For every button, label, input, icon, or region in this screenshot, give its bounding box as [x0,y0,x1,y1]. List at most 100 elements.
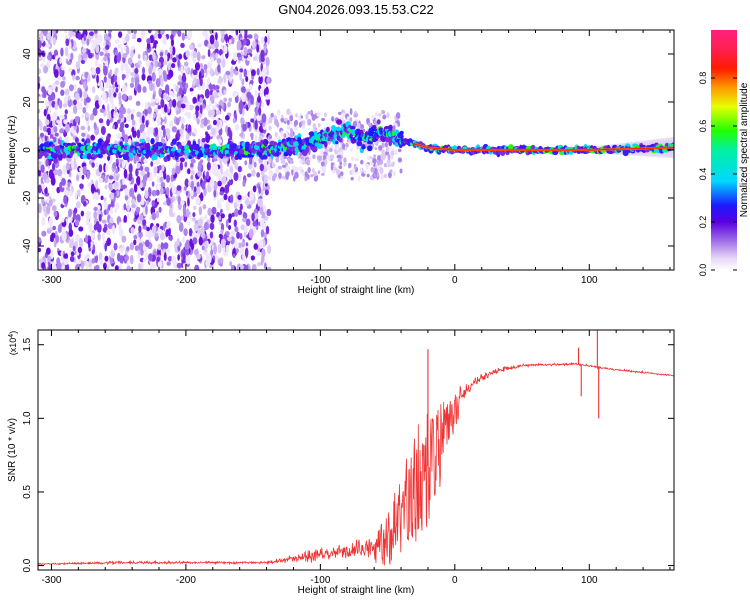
spectrogram-transition-blob [276,109,281,116]
spectrogram-noise-blob [88,259,92,268]
spectrogram-noise-blob [136,175,141,186]
spectrogram-noise-blob [106,52,110,58]
spectrogram-transition-blob [385,146,390,153]
spectrogram-noise-blob [149,64,153,72]
snr-xtick-label: 100 [581,575,598,586]
spectrogram-noise-blob [53,69,59,78]
spectrogram-transition-blob [366,173,370,178]
spectrogram-noise-blob [261,248,266,258]
spectrogram-band-blob [204,144,211,149]
spectrogram-noise-blob [152,112,156,119]
spectrogram-noise-blob [266,97,270,106]
spectrogram-noise-blob [228,39,232,45]
spectrogram-noise-blob [193,205,197,210]
spectrogram-noise-blob [229,261,233,267]
spectrogram-noise-blob [87,239,91,250]
spectrogram-transition-blob [291,168,294,176]
spectrogram-noise-blob [182,252,186,262]
spectrogram-noise-blob [57,224,62,234]
snr-ytick-label: 1.5 [22,337,33,351]
spectrogram-transition-blob [378,145,383,151]
spectrogram-noise-blob [110,200,115,208]
spectrogram-transition-blob [320,172,325,176]
spectrogram-noise-blob [98,98,102,107]
spectrogram-noise-blob [80,260,85,270]
spectrogram-noise-blob [163,242,169,250]
spectrogram-noise-blob [260,188,264,196]
spectrogram-noise-blob [85,97,91,103]
spectrogram-band-blob [171,138,177,145]
spectrogram-noise-blob [244,30,248,36]
spectrogram-noise-blob [249,200,254,206]
spectrogram-noise-blob [158,68,163,76]
spectrogram-band-blob [244,141,251,148]
spectrogram-noise-blob [223,73,227,84]
spectrogram-noise-blob [217,92,222,98]
spectrogram-noise-blob [194,264,200,270]
spectrogram-transition-blob [376,159,380,166]
spectrogram-noise-blob [178,87,183,96]
spectrogram-noise-blob [68,208,73,218]
spectrogram-transition-blob [395,112,401,119]
spectrogram-noise-blob [169,45,173,55]
spectrogram-noise-blob [233,202,238,209]
spectrogram-noise-blob [133,30,138,35]
spectrogram-noise-blob [69,256,75,262]
spectrogram-noise-blob [91,66,96,76]
spectrogram-noise-blob [247,101,251,109]
spectrogram-noise-blob [195,105,200,112]
spectrogram-noise-blob [185,190,189,196]
spectrogram-noise-blob [154,166,158,172]
spectrogram-noise-blob [123,168,128,179]
spectrogram-noise-blob [247,34,253,39]
spectrogram-noise-blob [206,253,212,264]
spectrogram-noise-blob [192,237,198,245]
spectrogram-transition-blob [291,165,297,171]
spectrogram-noise-blob [71,69,76,78]
spectrogram-noise-blob [239,203,243,211]
spectrogram-noise-blob [218,215,222,221]
spectrogram-transition-blob [276,121,280,128]
spectrogram-noise-blob [225,70,231,76]
spectrogram-noise-blob [117,44,123,49]
spectrogram-noise-blob [175,54,179,60]
spectrogram-noise-blob [149,261,154,270]
spectrogram-noise-blob [87,73,91,83]
spectrogram-band-blob [106,155,111,161]
spectrogram-noise-blob [46,54,51,61]
spectrogram-noise-blob [41,230,47,237]
spectrogram-transition-blob [397,157,403,163]
spectrogram-band-blob [243,150,249,156]
spectrogram-noise-blob [209,34,215,45]
spectrogram-noise-blob [227,236,232,242]
spectrogram-noise-blob [263,174,268,184]
spectrogram-noise-blob [61,177,66,186]
spectrogram-noise-blob [79,167,83,172]
spectrogram-transition-blob [318,155,322,161]
spectrogram-noise-blob [160,77,164,87]
spectrogram-noise-blob [60,89,65,96]
spectrogram-noise-blob [178,222,184,233]
spectrogram-noise-blob [42,125,48,132]
spectrogram-noise-blob [250,132,254,138]
spectrogram-noise-blob [236,39,242,50]
spectrogram-noise-blob [227,126,231,135]
spectrogram-noise-blob [130,71,135,77]
spectrogram-noise-blob [123,215,127,223]
spectrogram-transition-blob [310,109,314,117]
spectrogram-transition-blob [381,148,385,155]
spectrogram-band-blob [193,143,200,148]
spectrogram-noise-blob [155,159,161,165]
spectrogram-noise-blob [143,158,148,164]
spectrogram-transition-blob [380,174,384,181]
spectrogram-transition-blob [286,108,291,115]
spectrogram-noise-blob [240,86,246,94]
spectrogram-noise-blob [124,64,129,72]
spectrogram-noise-blob [64,30,68,34]
spectrogram-noise-blob [119,100,123,105]
spectrogram-transition-blob [345,142,349,148]
spectrogram-noise-blob [228,97,233,103]
spectrogram-noise-blob [136,111,142,118]
spectrogram-noise-blob [217,180,222,187]
spectrogram-band-blob [326,126,330,133]
